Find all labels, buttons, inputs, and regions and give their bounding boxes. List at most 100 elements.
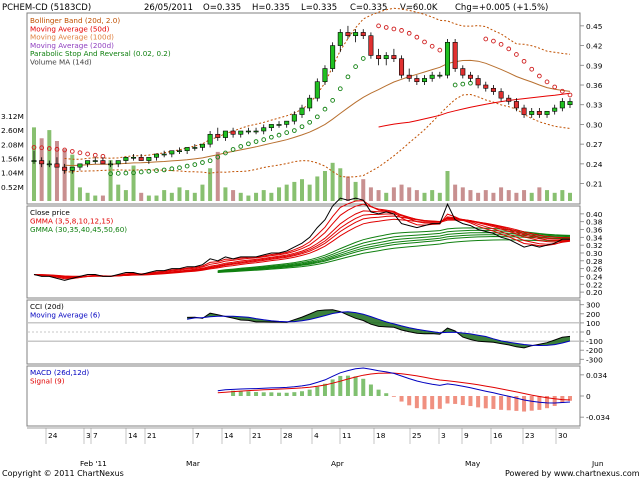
candle-body bbox=[490, 87, 496, 92]
volume-bar bbox=[545, 190, 550, 201]
x-tick-label: 7 bbox=[195, 431, 200, 440]
candle-body bbox=[62, 166, 68, 171]
price-tick-label: 0.27 bbox=[586, 140, 603, 149]
macd-histogram-bar bbox=[407, 396, 412, 406]
macd-histogram-bar bbox=[414, 396, 419, 409]
candle-body bbox=[261, 127, 267, 132]
sar-dot bbox=[422, 39, 427, 45]
cci-ma-line bbox=[187, 311, 571, 347]
gmma-tick-label: 0.24 bbox=[586, 272, 603, 281]
legend-label: MACD (26d,12d) bbox=[30, 368, 89, 377]
x-tick-label: 3 bbox=[86, 431, 91, 440]
volume-bar bbox=[238, 192, 243, 201]
sar-dot bbox=[230, 147, 236, 152]
gmma-tick-label: 0.22 bbox=[586, 280, 602, 289]
legends: Bollinger Band (20d, 2.0) Moving Average … bbox=[30, 16, 171, 386]
volume-bar bbox=[223, 187, 228, 201]
volume-bar bbox=[330, 162, 335, 201]
header-symbol: PCHEM-CD (5183CD) bbox=[2, 3, 91, 13]
macd-histogram-bar bbox=[537, 396, 542, 410]
macd-histogram-bar bbox=[506, 396, 511, 411]
sar-dot bbox=[406, 30, 412, 36]
volume-bar bbox=[32, 127, 36, 201]
candle-body bbox=[100, 160, 106, 165]
candle-body bbox=[215, 133, 221, 138]
gmma-short-line bbox=[33, 213, 571, 278]
sar-dot bbox=[460, 81, 466, 87]
gmma-long-line bbox=[217, 239, 571, 273]
sar-dot bbox=[108, 171, 113, 177]
candle-body bbox=[222, 130, 228, 138]
bollinger-upper-line bbox=[64, 7, 571, 160]
volume-bar bbox=[231, 190, 236, 201]
gmma-short-line bbox=[33, 218, 571, 277]
sar-dot bbox=[46, 146, 52, 151]
volume-tick-label: 3.12M bbox=[1, 112, 24, 121]
volume-bar bbox=[384, 192, 389, 201]
macd-histogram-bar bbox=[445, 396, 450, 404]
sar-dot bbox=[552, 84, 558, 90]
legend-label: Bollinger Band (20d, 2.0) bbox=[30, 16, 120, 25]
gmma-tick-label: 0.32 bbox=[586, 241, 602, 250]
macd-series bbox=[217, 367, 572, 412]
volume-bar bbox=[300, 179, 304, 201]
candle-body bbox=[345, 32, 351, 37]
volume-bar bbox=[39, 138, 44, 201]
macd-histogram-bar bbox=[261, 392, 266, 396]
legend-label: Signal (9) bbox=[30, 377, 65, 386]
candle-body bbox=[399, 58, 405, 76]
sar-dot bbox=[177, 165, 182, 171]
sar-dot bbox=[92, 152, 98, 158]
sar-dot bbox=[383, 25, 389, 30]
macd-tick-label: 0 bbox=[586, 392, 591, 401]
sar-dot bbox=[521, 58, 527, 64]
sar-dot bbox=[253, 139, 259, 144]
sar-dot bbox=[399, 28, 404, 33]
candle-body bbox=[77, 163, 83, 168]
sar-dot bbox=[138, 169, 144, 175]
sar-dot bbox=[69, 149, 75, 154]
macd-histogram-bar bbox=[345, 375, 350, 396]
sar-dot bbox=[238, 144, 244, 149]
sar-dot bbox=[131, 170, 136, 176]
legend-label: Moving Average (6) bbox=[30, 311, 100, 320]
macd-histogram-bar bbox=[315, 386, 320, 396]
x-tick-label: 21 bbox=[147, 431, 157, 440]
header-date: 26/05/2011 bbox=[144, 3, 193, 13]
volume-bar bbox=[468, 190, 473, 201]
volume-tick-label: 1.56M bbox=[1, 154, 24, 163]
volume-bar bbox=[322, 171, 327, 201]
candle-body bbox=[184, 147, 190, 152]
candle-body bbox=[406, 74, 412, 79]
candle-body bbox=[353, 32, 359, 37]
candle-body bbox=[376, 55, 382, 60]
sar-dot bbox=[146, 168, 152, 174]
volume-bar bbox=[430, 190, 435, 201]
macd-histogram-bar bbox=[353, 376, 358, 396]
x-month-label: May bbox=[465, 459, 481, 468]
legend-label: GMMA (3,5,8,10,12,15) bbox=[30, 217, 114, 226]
cci-tick-label: 200 bbox=[586, 310, 600, 319]
candle-body bbox=[284, 120, 290, 125]
volume-bar bbox=[414, 190, 419, 201]
cci-line bbox=[187, 309, 571, 349]
gmma-tick-label: 0.34 bbox=[586, 233, 603, 242]
volume-bar bbox=[437, 192, 442, 201]
x-month-label: Apr bbox=[331, 459, 345, 468]
candle-body bbox=[391, 55, 397, 60]
macd-histogram-bar bbox=[284, 392, 289, 396]
volume-bar bbox=[261, 190, 266, 201]
gmma-panel bbox=[26, 205, 581, 299]
volume-bar bbox=[254, 192, 259, 201]
volume-tick-label: 2.08M bbox=[1, 140, 24, 149]
candle-body bbox=[169, 150, 175, 155]
sar-dot bbox=[483, 36, 489, 42]
volume-bar bbox=[146, 195, 151, 201]
candle-body bbox=[238, 130, 244, 135]
candle-body bbox=[307, 97, 313, 109]
header-change: Chg=+0.005 (+1.5%) bbox=[455, 3, 548, 13]
cci-tick-label: -200 bbox=[586, 346, 603, 355]
x-tick-label: 18 bbox=[376, 431, 386, 440]
candle-body bbox=[46, 163, 52, 166]
sar-dot bbox=[161, 167, 167, 173]
